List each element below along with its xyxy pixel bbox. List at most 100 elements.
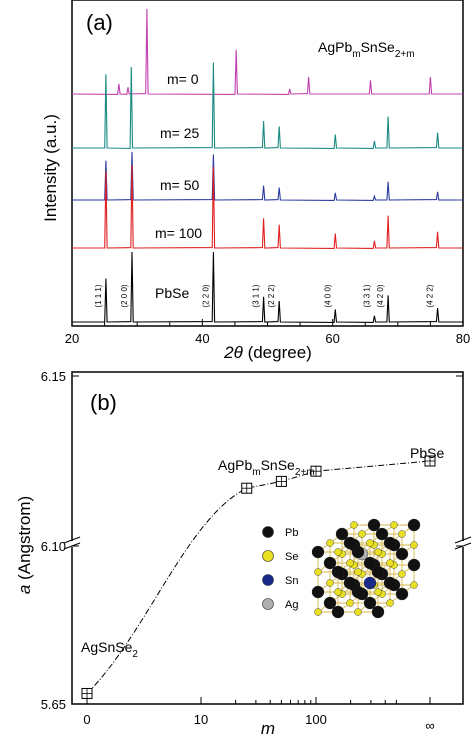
panel-b-x-axis-title: m [261,719,275,738]
structure-atom [407,518,421,532]
structure-atom [314,608,322,616]
structure-atom [383,576,397,590]
structure-atom [410,581,418,589]
structure-atom [343,536,357,550]
x-tick-label: 40 [195,331,209,346]
structure-atom [326,579,334,587]
structure-atom [331,605,345,619]
hkl-label: (4 0 0) [323,284,332,307]
hkl-label: (2 2 0) [201,284,210,307]
structure-atom [371,565,385,579]
panel-a-xrd-chart: 20 40 60 80 (1 1 1) (2 0 0) (2 2 0) (3 1 1) (2 … [41,0,470,362]
structure-atom [346,599,354,607]
xrd-series-line [72,151,463,201]
structure-atom [358,530,366,538]
lattice-data-point [241,482,253,494]
structure-atom [375,527,389,541]
structure-legend-marker [262,526,274,538]
panel-b-right-compound: PbSe [410,445,444,461]
structure-atom [398,530,406,538]
hkl-label: (2 0 0) [120,284,129,307]
structure-legend-marker [262,550,274,562]
structure-atom [351,585,365,599]
structure-legend-label: Se [285,551,298,563]
structure-atom [343,576,357,590]
x-tick-label: 0 [83,712,90,727]
panel-b-middle-compound: AgPbmSnSe2+m [218,457,315,478]
structure-atom [350,521,358,529]
y-tick-label: 6.10 [41,539,66,554]
structure-atom [386,559,394,567]
y-tick-label: 6.15 [41,369,66,384]
structure-atom [311,585,325,599]
xrd-series-line [72,251,463,323]
panel-a-series-labels: m= 0 m= 25 m= 50 m= 100 PbSe [155,71,202,301]
structure-atom [395,587,409,601]
x-tick-label: 10 [194,712,208,727]
structure-atom [351,545,365,559]
lattice-data-point [424,455,436,467]
structure-atom [371,605,385,619]
structure-legend-marker [262,574,274,586]
xrd-series-label: PbSe [155,285,189,301]
panel-a-y-axis-title: Intensity (a.u.) [41,114,60,222]
structure-atom [314,568,322,576]
hkl-label: (3 3 1) [362,284,371,307]
panel-b-lattice-chart: 5.656.106.150 10 100 ∞ (b) AgSnSe2 PbSe AgP… [15,369,472,738]
panel-a-series [71,8,463,323]
structure-atom [407,558,421,572]
crystal-structure-inset [311,518,421,619]
crystal-structure-legend: Pb Se Sn Ag [262,526,298,611]
structure-legend-marker [262,598,274,610]
panel-a-formula: AgPbmSnSe2+m [318,39,415,60]
structure-atom [354,608,362,616]
structure-atom [331,565,345,579]
xrd-series-line [72,165,463,249]
hkl-label: (2 2 2) [267,284,276,307]
xrd-series-label: m= 25 [160,125,200,141]
structure-atom [374,588,382,596]
structure-atom [363,596,377,610]
panel-a-hkl-labels: (1 1 1) (2 0 0) (2 2 0) (3 1 1) (2 2 2) (4 0 … [94,284,435,307]
structure-atom [363,576,377,590]
structure-atom [367,518,381,532]
structure-atom [366,539,374,547]
panel-b-ticks: 5.65 6.10 6.15 0 10 100 ∞ [41,369,463,733]
structure-atom [323,556,337,570]
x-tick-label: 80 [456,331,470,346]
x-tick-label: 60 [325,331,339,346]
structure-atom [386,599,394,607]
x-tick-label: ∞ [425,718,434,733]
structure-atom [326,539,334,547]
hkl-label: (4 2 2) [426,284,435,307]
structure-atom [334,588,342,596]
structure-atom [395,547,409,561]
xrd-series-label: m= 50 [160,177,200,193]
x-tick-label: 100 [305,712,327,727]
structure-atom [383,536,397,550]
hkl-label: (4 2 0) [376,284,385,307]
xrd-series-label: m= 0 [167,71,199,87]
structure-legend-label: Sn [285,575,298,587]
lattice-data-point [81,687,93,699]
structure-atom [390,521,398,529]
structure-atom [363,556,377,570]
structure-atom [346,559,354,567]
structure-atom [410,541,418,549]
panel-b-tag: (b) [90,390,117,415]
hkl-label: (1 1 1) [94,284,103,307]
x-tick-label: 20 [65,331,79,346]
lattice-data-point [310,465,322,477]
panel-b-y-axis-title: a (Angstrom) [15,496,34,594]
panel-b-data [81,455,436,699]
panel-b-left-compound: AgSnSe2 [81,639,138,660]
xrd-series-line [71,8,463,95]
structure-atom [323,596,337,610]
structure-atom [311,545,325,559]
xrd-series-label: m= 100 [155,225,202,241]
structure-atom [374,548,382,556]
structure-legend-label: Pb [285,527,298,539]
structure-legend-label: Ag [285,599,298,611]
structure-atom [334,548,342,556]
